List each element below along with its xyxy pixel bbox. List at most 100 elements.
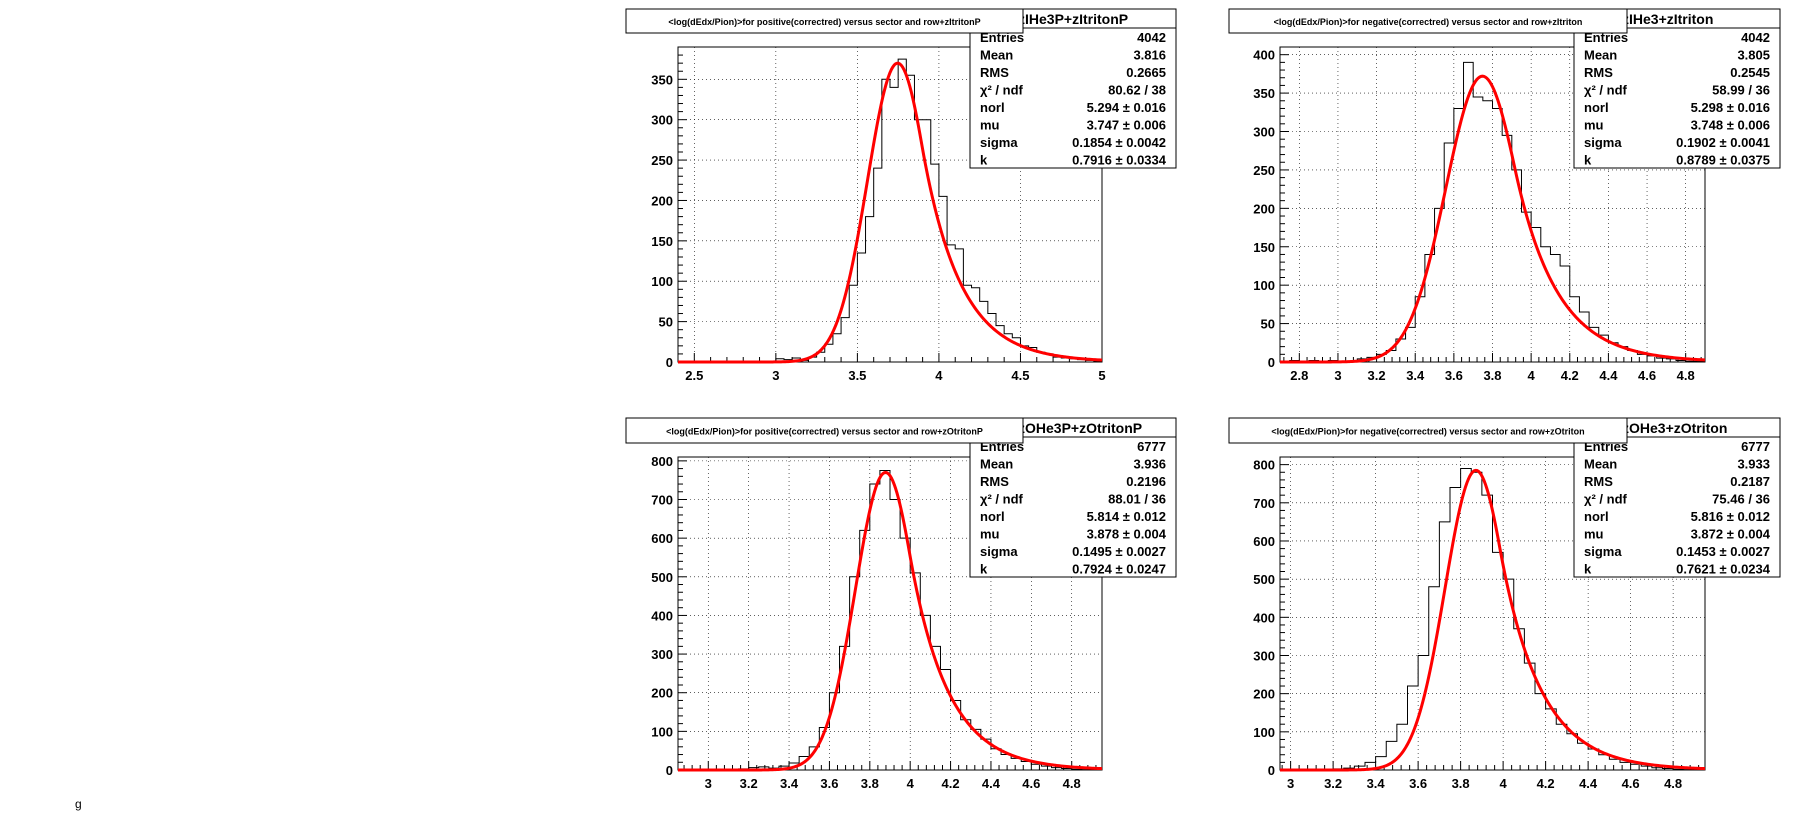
y-tick-label: 800 bbox=[1253, 458, 1275, 473]
x-tick-label: 3 bbox=[772, 368, 779, 383]
x-tick-label: 3.8 bbox=[1483, 368, 1501, 383]
stats-entry-value: 0.2665 bbox=[1126, 65, 1166, 80]
plot-frame bbox=[677, 456, 1103, 771]
stats-entry-value: 75.46 / 36 bbox=[1712, 491, 1770, 506]
stats-entry-name: χ² / ndf bbox=[1584, 82, 1628, 97]
x-tick-label: 3.5 bbox=[848, 368, 866, 383]
stats-entry-value: 0.7621 ± 0.0234 bbox=[1676, 561, 1771, 576]
stats-box bbox=[1573, 417, 1781, 578]
stats-entry-value: 0.7924 ± 0.0247 bbox=[1072, 561, 1166, 576]
y-tick-label: 300 bbox=[651, 113, 673, 128]
x-tick-label: 3.6 bbox=[1445, 368, 1463, 383]
stats-entry-name: Mean bbox=[980, 47, 1013, 62]
chart-panel: 0 100 200 300 400 500 600 700 800 3 3.2 3.4 3.6 3.8 4 4… bbox=[625, 417, 1177, 791]
x-tick-label: 3 bbox=[1287, 776, 1294, 791]
x-tick-label: 4.2 bbox=[942, 776, 960, 791]
stats-entry-value: 0.1495 ± 0.0027 bbox=[1072, 544, 1166, 559]
chart-title-box bbox=[625, 417, 1024, 444]
x-tick-label: 3.2 bbox=[1324, 776, 1342, 791]
stats-entry-value: 0.1854 ± 0.0042 bbox=[1072, 135, 1166, 150]
stats-entry-name: χ² / ndf bbox=[1584, 491, 1628, 506]
x-tick-label: 4.6 bbox=[1638, 368, 1656, 383]
y-tick-label: 350 bbox=[1253, 86, 1275, 101]
stats-entry-value: 6777 bbox=[1137, 439, 1166, 454]
x-tick-label: 4.6 bbox=[1622, 776, 1640, 791]
stats-entry-name: sigma bbox=[980, 135, 1018, 150]
stats-entry-name: RMS bbox=[1584, 65, 1613, 80]
stats-entry-value: 5.298 ± 0.016 bbox=[1691, 100, 1770, 115]
x-tick-label: 2.8 bbox=[1290, 368, 1308, 383]
x-tick-label: 4.2 bbox=[1561, 368, 1579, 383]
stats-entry-name: k bbox=[980, 152, 988, 167]
y-tick-label: 350 bbox=[651, 72, 673, 87]
stats-entry-name: Mean bbox=[980, 456, 1013, 471]
stats-entry-name: k bbox=[1584, 152, 1592, 167]
stats-entry-name: mu bbox=[980, 526, 1000, 541]
stats-entry-value: 0.1902 ± 0.0041 bbox=[1676, 135, 1770, 150]
chart-title: <log(dEdx/Pion)>for positive(correctred)… bbox=[668, 17, 980, 27]
x-tick-label: 4.5 bbox=[1011, 368, 1029, 383]
y-tick-label: 300 bbox=[651, 647, 673, 662]
y-tick-label: 100 bbox=[651, 724, 673, 739]
stats-entry-value: 6777 bbox=[1741, 439, 1770, 454]
y-tick-label: 400 bbox=[1253, 48, 1275, 63]
y-tick-label: 600 bbox=[651, 531, 673, 546]
stats-entry-value: 3.933 bbox=[1737, 456, 1770, 471]
y-tick-label: 800 bbox=[651, 454, 673, 469]
y-tick-label: 50 bbox=[1261, 317, 1275, 332]
stats-entry-value: 3.748 ± 0.006 bbox=[1691, 117, 1770, 132]
stats-entry-name: sigma bbox=[1584, 544, 1622, 559]
x-tick-label: 3.2 bbox=[1368, 368, 1386, 383]
stats-entry-name: norl bbox=[1584, 509, 1609, 524]
stats-entry-value: 3.878 ± 0.004 bbox=[1087, 526, 1167, 541]
x-tick-label: 3.4 bbox=[1367, 776, 1386, 791]
chart-title: <log(dEdx/Pion)>for negative(correctred)… bbox=[1271, 427, 1584, 437]
stats-entry-value: 88.01 / 36 bbox=[1108, 491, 1166, 506]
y-tick-label: 500 bbox=[1253, 572, 1275, 587]
stats-entry-value: 4042 bbox=[1137, 30, 1166, 45]
stats-entry-value: 3.872 ± 0.004 bbox=[1691, 526, 1771, 541]
x-tick-label: 2.5 bbox=[685, 368, 703, 383]
stats-entry-value: 5.816 ± 0.012 bbox=[1691, 509, 1770, 524]
stats-box-title: zOHe3P+zOtritonP bbox=[1018, 420, 1142, 436]
stats-entry-name: norl bbox=[980, 509, 1005, 524]
fit-curve bbox=[1280, 74, 1706, 364]
stats-entry-value: 4042 bbox=[1741, 30, 1770, 45]
stats-entry-value: 3.816 bbox=[1133, 47, 1166, 62]
x-tick-label: 4.4 bbox=[1599, 368, 1618, 383]
x-tick-label: 4 bbox=[1500, 776, 1508, 791]
y-tick-label: 700 bbox=[651, 493, 673, 508]
x-tick-label: 4 bbox=[907, 776, 915, 791]
y-tick-label: 600 bbox=[1253, 534, 1275, 549]
stats-entry-name: sigma bbox=[1584, 135, 1622, 150]
x-tick-label: 4.2 bbox=[1537, 776, 1555, 791]
stats-entry-value: 5.814 ± 0.012 bbox=[1087, 509, 1166, 524]
stats-entry-value: 0.2187 bbox=[1730, 474, 1770, 489]
stats-box-title: zOHe3+zOtriton bbox=[1622, 420, 1727, 436]
x-tick-label: 3.8 bbox=[1452, 776, 1470, 791]
stats-entry-name: Mean bbox=[1584, 47, 1617, 62]
x-tick-label: 3.4 bbox=[780, 776, 799, 791]
y-tick-label: 100 bbox=[1253, 278, 1275, 293]
stats-entry-name: RMS bbox=[980, 65, 1009, 80]
x-tick-label: 3.8 bbox=[861, 776, 879, 791]
stats-box-title: zIHe3P+zItritonP bbox=[1018, 11, 1128, 27]
x-tick-label: 3.6 bbox=[820, 776, 838, 791]
y-tick-label: 0 bbox=[666, 763, 673, 778]
fit-curve bbox=[678, 61, 1103, 364]
plot-frame bbox=[1279, 456, 1706, 771]
y-tick-label: 200 bbox=[651, 193, 673, 208]
x-tick-label: 3 bbox=[705, 776, 712, 791]
stats-entry-name: sigma bbox=[980, 544, 1018, 559]
y-tick-label: 0 bbox=[1268, 355, 1275, 370]
stats-entry-name: RMS bbox=[1584, 474, 1613, 489]
y-tick-label: 150 bbox=[651, 234, 673, 249]
stats-box bbox=[969, 417, 1177, 578]
y-tick-label: 150 bbox=[1253, 240, 1275, 255]
x-tick-label: 4 bbox=[1528, 368, 1536, 383]
stats-entry-name: norl bbox=[980, 100, 1005, 115]
histogram-series bbox=[1280, 467, 1705, 771]
stats-entry-value: 3.936 bbox=[1133, 456, 1166, 471]
x-tick-label: 5 bbox=[1098, 368, 1105, 383]
stats-entry-value: 0.7916 ± 0.0334 bbox=[1072, 152, 1167, 167]
